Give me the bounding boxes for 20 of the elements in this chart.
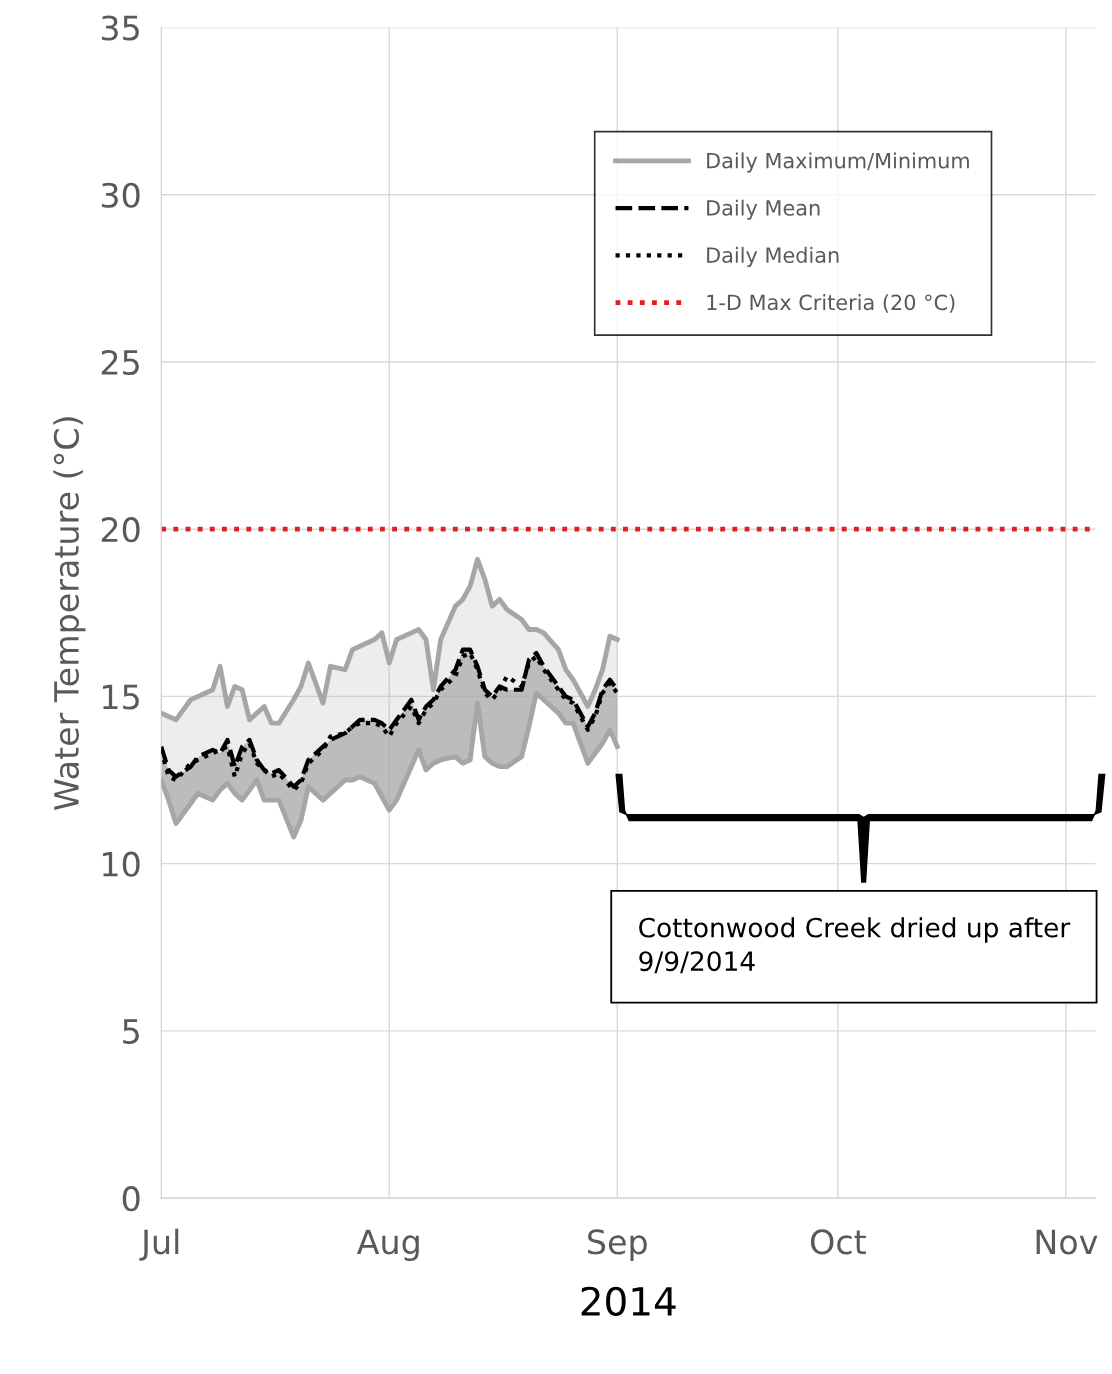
y-tick-label: 5 (123, 1019, 139, 1045)
legend-label: Daily Median (707, 246, 839, 268)
x-tick-label: Sep (588, 1229, 647, 1261)
y-tick-label: 20 (101, 517, 140, 543)
y-axis-title: Water Temperature (°C) (53, 417, 86, 811)
y-tick-label: 25 (101, 349, 139, 376)
y-tick-label: 10 (103, 851, 140, 877)
y-tick-label: 35 (101, 15, 139, 41)
x-tick-label: Jul (139, 1228, 179, 1261)
x-tick-label: Aug (356, 1229, 419, 1261)
annotation: Cottonwood Creek dried up after 9/9/2014 (639, 917, 1071, 974)
x-tick-label: Nov (1036, 1229, 1098, 1255)
y-tick-label: 30 (101, 182, 140, 208)
x-axis-title: 2014 (581, 1286, 676, 1317)
legend-label: Daily Maximum/Minimum (707, 152, 969, 173)
legend-label: 1-D Max Criteria (20 °C) (707, 294, 955, 313)
x-tick-label: Oct (810, 1229, 866, 1255)
legend-label: Daily Mean (707, 199, 820, 220)
y-tick-label: 0 (122, 1186, 140, 1212)
y-tick-label: 15 (103, 684, 139, 710)
